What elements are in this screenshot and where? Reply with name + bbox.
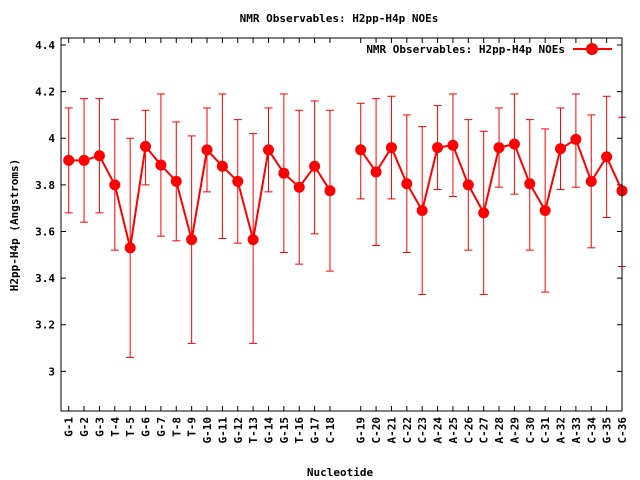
x-tick-label: G-35 <box>601 417 614 444</box>
x-tick-label: C-22 <box>401 417 414 444</box>
data-point <box>309 160 321 172</box>
x-ticks: G-1 G-2 G-3 T-4 T-5 G-6 G-7 T-8 T-9 G-10 G-11 G-12 T… <box>63 38 629 444</box>
data-point <box>155 159 167 171</box>
data-point <box>262 144 274 156</box>
y-tick-label: 3.8 <box>35 179 55 192</box>
data-point <box>478 207 490 219</box>
y-ticks: 3 3.2 3.4 3.6 3.8 4 4.2 4.4 <box>35 39 622 378</box>
x-tick-label: C-34 <box>585 417 598 444</box>
x-tick-label: A-25 <box>447 417 460 444</box>
x-tick-label: T-4 <box>109 417 122 437</box>
data-point <box>370 166 382 178</box>
y-tick-label: 3.2 <box>35 319 55 332</box>
x-tick-label: C-26 <box>462 417 475 444</box>
data-point <box>324 185 336 197</box>
series-line <box>359 137 623 216</box>
data-point <box>447 139 459 151</box>
x-tick-label: C-20 <box>370 417 383 444</box>
x-tick-label: T-8 <box>170 417 183 437</box>
x-tick-label: C-27 <box>478 417 491 444</box>
data-point <box>462 179 474 191</box>
data-point <box>508 138 520 150</box>
series-line <box>68 144 331 249</box>
x-tick-label: T-9 <box>186 417 199 437</box>
data-point <box>585 175 597 187</box>
data-point <box>539 205 551 217</box>
data-point <box>555 143 567 155</box>
data-point <box>601 151 613 163</box>
data-point <box>385 142 397 154</box>
data-point <box>216 160 228 172</box>
data-point <box>416 205 428 217</box>
x-tick-label: A-29 <box>508 417 521 444</box>
data-point <box>278 167 290 179</box>
x-tick-label: G-15 <box>278 417 291 444</box>
x-tick-label: G-11 <box>216 417 229 444</box>
data-point <box>570 133 582 145</box>
x-tick-label: T-5 <box>124 417 137 437</box>
x-tick-label: A-28 <box>493 417 506 444</box>
data-point <box>247 234 259 246</box>
legend-label: NMR Observables: H2pp-H4p NOEs <box>366 43 565 56</box>
y-tick-label: 3.6 <box>35 225 55 238</box>
data-point <box>186 234 198 246</box>
legend-marker <box>586 43 598 55</box>
x-tick-label: G-7 <box>155 417 168 437</box>
x-tick-label: G-19 <box>355 417 368 444</box>
y-tick-label: 4.4 <box>35 39 55 52</box>
data-point <box>124 242 136 254</box>
x-tick-label: G-6 <box>140 417 153 437</box>
data-point <box>493 142 505 154</box>
x-tick-label: G-14 <box>262 417 275 444</box>
data-point <box>432 142 444 154</box>
x-tick-label: C-36 <box>616 417 629 444</box>
data-point <box>63 154 75 166</box>
plot-frame <box>60 37 623 412</box>
legend: NMR Observables: H2pp-H4p NOEs <box>366 43 612 56</box>
x-tick-label: G-12 <box>232 417 245 444</box>
x-tick-label: A-24 <box>432 417 445 444</box>
data-point <box>293 181 305 193</box>
data-point <box>78 154 90 166</box>
x-tick-label: A-33 <box>570 417 583 444</box>
x-axis-label: Nucleotide <box>307 466 374 479</box>
x-tick-label: C-30 <box>524 417 537 444</box>
x-tick-label: G-1 <box>63 417 76 437</box>
data-point <box>401 178 413 190</box>
data-point <box>140 140 152 152</box>
chart-title: NMR Observables: H2pp-H4p NOEs <box>240 12 439 25</box>
data-point <box>524 178 536 190</box>
x-tick-label: A-21 <box>385 417 398 444</box>
x-tick-label: G-10 <box>201 417 214 444</box>
data-point <box>109 179 121 191</box>
y-tick-label: 3 <box>48 365 55 378</box>
data-point <box>201 144 213 156</box>
x-tick-label: C-18 <box>324 417 337 444</box>
x-tick-label: G-2 <box>78 417 91 437</box>
data-series <box>63 93 628 358</box>
data-point <box>232 175 244 187</box>
data-point <box>93 150 105 162</box>
y-axis-label: H2pp-H4p (Angstroms) <box>8 159 21 291</box>
x-tick-label: C-31 <box>539 417 552 444</box>
data-point <box>355 144 367 156</box>
x-tick-label: A-32 <box>555 417 568 444</box>
x-tick-label: G-3 <box>93 417 106 437</box>
y-tick-label: 4.2 <box>35 86 55 99</box>
x-tick-label: G-17 <box>309 417 322 444</box>
data-point <box>170 175 182 187</box>
y-tick-label: 3.4 <box>35 272 55 285</box>
x-tick-label: T-13 <box>247 417 260 444</box>
y-tick-label: 4 <box>48 132 55 145</box>
x-tick-label: C-23 <box>416 417 429 444</box>
x-tick-label: T-16 <box>293 417 306 444</box>
